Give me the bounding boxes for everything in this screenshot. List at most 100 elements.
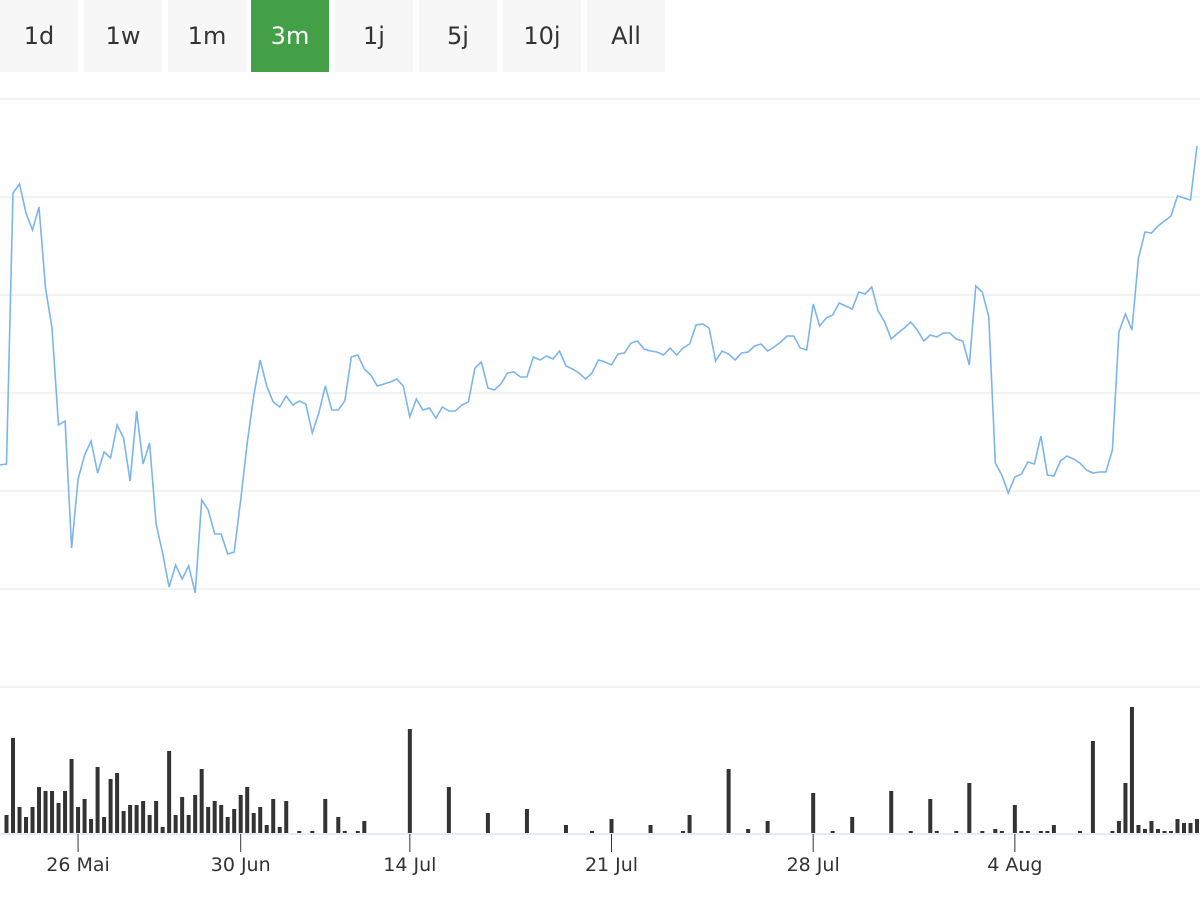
volume-bar xyxy=(934,831,939,833)
volume-bar xyxy=(284,801,289,833)
volume-bar xyxy=(134,805,139,833)
volume-bar xyxy=(1162,831,1167,833)
volume-bar xyxy=(297,831,302,833)
volume-bar xyxy=(141,801,146,833)
range-button[interactable]: 1j xyxy=(335,0,413,72)
volume-bar xyxy=(225,817,230,833)
volume-bar xyxy=(355,831,360,833)
volume-bar xyxy=(108,779,113,833)
volume-bar xyxy=(245,787,250,833)
volume-bar xyxy=(17,807,22,833)
volume-bar xyxy=(1038,831,1043,833)
volume-bar xyxy=(1188,823,1193,833)
range-button[interactable]: 1d xyxy=(0,0,78,72)
volume-bar xyxy=(928,799,933,833)
volume-bar xyxy=(1077,831,1082,833)
volume-bar xyxy=(11,738,16,833)
volume-bar xyxy=(206,807,211,833)
volume-bar xyxy=(1019,831,1024,833)
volume-bar xyxy=(1175,819,1180,833)
x-tick-label: 28 Jul xyxy=(787,854,840,876)
volume-bar xyxy=(342,831,347,833)
x-tick-label: 14 Jul xyxy=(383,854,436,876)
volume-bar xyxy=(310,831,315,833)
volume-bar xyxy=(264,825,269,833)
range-button[interactable]: 1w xyxy=(84,0,162,72)
range-button[interactable]: 5j xyxy=(419,0,497,72)
volume-bar xyxy=(76,807,81,833)
x-tick-label: 4 Aug xyxy=(987,854,1042,876)
volume-bar xyxy=(850,817,855,833)
volume-bar xyxy=(980,831,985,833)
volume-bar xyxy=(746,829,751,833)
volume-bar xyxy=(993,829,998,833)
volume-bar xyxy=(1129,707,1134,833)
volume-bar xyxy=(1090,741,1095,833)
volume-bar xyxy=(999,831,1004,833)
volume-bar xyxy=(323,799,328,833)
volume-bar xyxy=(1051,825,1056,833)
volume-bar xyxy=(147,815,152,833)
volume-bar xyxy=(186,815,191,833)
range-button[interactable]: 3m xyxy=(251,0,329,72)
x-tick-label: 21 Jul xyxy=(585,854,638,876)
volume-bar xyxy=(726,769,731,833)
volume-bar xyxy=(63,791,68,833)
volume-bar xyxy=(219,805,224,833)
volume-bar xyxy=(154,801,159,833)
volume-bar xyxy=(1149,821,1154,833)
volume-bar xyxy=(336,817,341,833)
volume-bar xyxy=(1136,825,1141,833)
volume-bar xyxy=(811,793,816,833)
volume-bar xyxy=(180,797,185,833)
volume-bar xyxy=(173,815,178,833)
volume-bar xyxy=(1142,829,1147,833)
volume-bar xyxy=(765,821,770,833)
volume-bar xyxy=(167,751,172,833)
range-button[interactable]: All xyxy=(587,0,665,72)
volume-bar xyxy=(648,825,653,833)
volume-bar xyxy=(212,801,217,833)
volume-bar xyxy=(258,807,263,833)
volume-bar xyxy=(446,787,451,833)
volume-bar xyxy=(121,811,126,833)
volume-bar xyxy=(102,817,107,833)
volume-bar xyxy=(251,813,256,833)
volume-bar xyxy=(362,821,367,833)
volume-bar xyxy=(967,783,972,833)
volume-bar xyxy=(830,831,835,833)
volume-bar xyxy=(1025,831,1030,833)
volume-bar xyxy=(609,819,614,833)
volume-bar xyxy=(485,813,490,833)
price-line xyxy=(0,145,1198,594)
range-button[interactable]: 1m xyxy=(168,0,246,72)
volume-bar xyxy=(889,791,894,833)
volume-bar xyxy=(687,815,692,833)
volume-bar xyxy=(69,759,74,833)
volume-bar xyxy=(524,809,529,833)
volume-bar xyxy=(30,807,35,833)
volume-bar xyxy=(50,791,55,833)
volume-bar xyxy=(1195,819,1199,833)
volume-bar xyxy=(1110,831,1115,833)
volume-bar xyxy=(908,831,913,833)
x-tick-label: 30 Jun xyxy=(211,854,271,876)
range-button[interactable]: 10j xyxy=(503,0,581,72)
volume-bar xyxy=(407,729,412,833)
volume-bar xyxy=(238,795,243,833)
volume-bar xyxy=(4,815,9,833)
volume-bar xyxy=(193,795,198,833)
volume-bar xyxy=(271,799,276,833)
volume-bar xyxy=(232,809,237,833)
volume-bar xyxy=(1045,831,1050,833)
volume-bar xyxy=(1181,823,1186,833)
volume-bar xyxy=(589,831,594,833)
volume-bar xyxy=(1168,831,1173,833)
volume-bar xyxy=(37,787,42,833)
volume-bar xyxy=(82,799,87,833)
volume-bar xyxy=(277,827,282,833)
volume-bar xyxy=(56,803,61,833)
volume-bar xyxy=(24,817,29,833)
volume-bar xyxy=(681,831,686,833)
